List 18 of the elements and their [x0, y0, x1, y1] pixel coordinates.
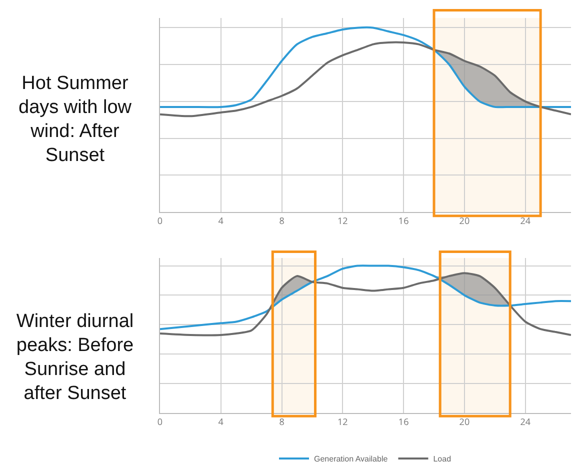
x-tick-label: 8: [279, 414, 284, 428]
x-tick-label: 4: [218, 214, 224, 227]
x-tick-label: 16: [398, 414, 409, 428]
x-tick-label: 8: [279, 214, 284, 227]
legend-label: Generation Available: [314, 454, 388, 464]
x-tick-label: 20: [459, 414, 470, 428]
x-tick-label: 12: [338, 414, 348, 428]
text: Hot Summer days with low wind: After Sunset: [18, 72, 132, 168]
x-tick-label: 24: [520, 214, 530, 227]
text: Winter diurnal peaks: Before Sunrise and after Sunset: [15, 310, 135, 406]
x-tick-label: 0: [157, 214, 163, 227]
x-tick-label: 20: [459, 214, 470, 227]
legend-label: Load: [433, 454, 452, 464]
x-tick-label: 24: [520, 414, 530, 428]
x-tick-label: 16: [398, 214, 409, 227]
x-tick-label: 0: [157, 414, 163, 428]
x-tick-label: 12: [338, 214, 348, 227]
x-tick-label: 4: [218, 414, 224, 428]
